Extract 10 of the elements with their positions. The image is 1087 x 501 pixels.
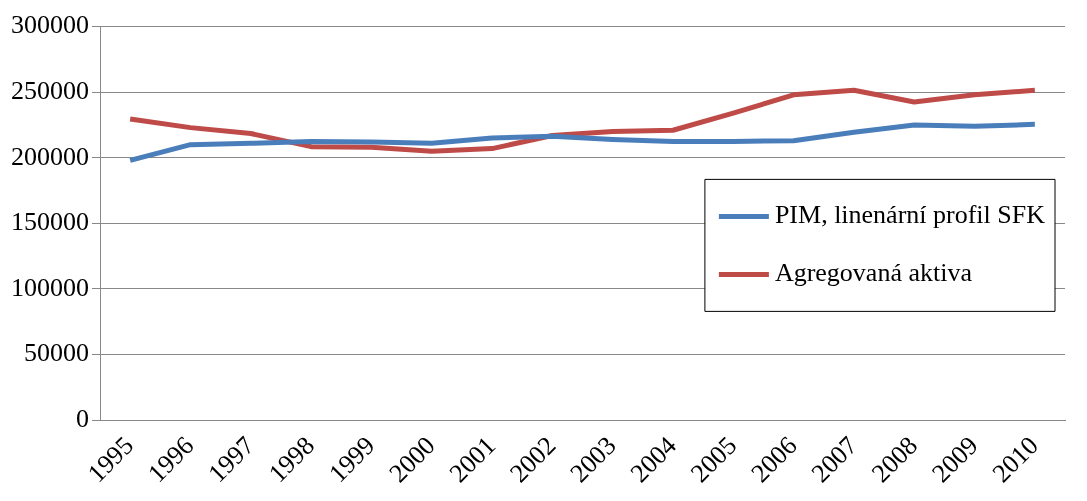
legend-label: Agregovaná aktiva — [774, 258, 973, 288]
y-tick-label: 100000 — [11, 272, 89, 302]
y-tick-label: 50000 — [24, 338, 89, 368]
y-tick-label: 200000 — [11, 141, 89, 171]
legend-label: PIM, linenární profil SFK — [774, 200, 1046, 230]
y-tick-label: 300000 — [11, 10, 89, 40]
x-tick-label: 1999 — [323, 430, 381, 489]
y-tick-label: 150000 — [11, 207, 89, 237]
y-tick-label: 250000 — [11, 76, 89, 106]
y-tick-label: 0 — [76, 404, 89, 433]
